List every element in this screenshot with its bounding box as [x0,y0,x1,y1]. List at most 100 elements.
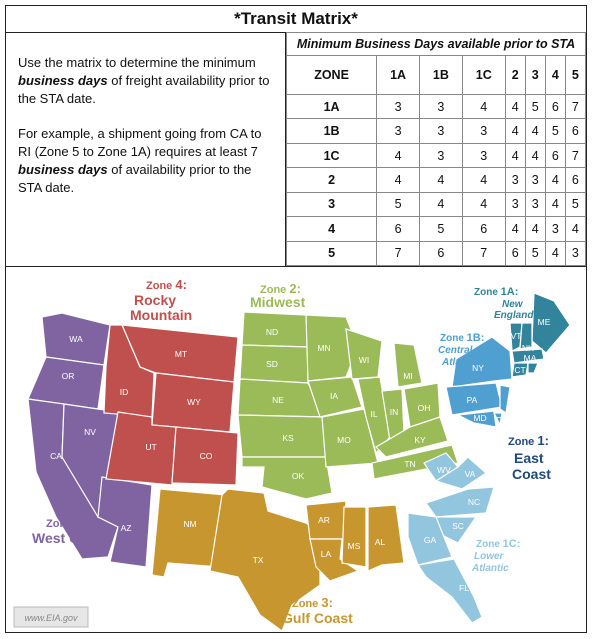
matrix-cell: 6 [376,216,420,242]
zone-1c-label: Zone 1C: Lower Atlantic [471,538,520,574]
matrix-row: 1A 3 3 4 4 5 6 7 [285,93,587,120]
zone-3-region [151,488,405,632]
matrix-cell: 5 [524,240,546,267]
zone-4-region [103,324,239,486]
matrix-cell: 4 [544,167,566,193]
matrix-col-header: 5 [564,55,587,95]
zone-1-label: Zone 1: East Coast [508,433,551,482]
matrix-cell: 4 [504,142,526,169]
matrix-cell: 6 [544,93,566,120]
svg-text:Coast: Coast [512,466,551,482]
state-label-nm: NM [183,519,196,529]
svg-text:Zone 1:: Zone 1: [508,433,549,448]
state-label-va: VA [465,469,476,479]
svg-text:Mountain: Mountain [130,307,192,323]
svg-text:Atlantic: Atlantic [471,563,509,574]
state-la [309,538,360,582]
state-label-az: AZ [121,523,132,533]
state-label-me: ME [538,317,551,327]
state-wa [41,312,111,366]
zone-2-region [237,311,459,500]
matrix-cell: 7 [564,142,587,169]
state-label-ne: NE [272,395,284,405]
instructions-paragraph-1: Use the matrix to determine the minimum … [18,55,270,106]
svg-text:Midwest: Midwest [250,294,306,310]
matrix-row-header: 4 [285,216,378,242]
matrix-row-header: 1B [285,118,378,144]
zone-4-label: Zone 4: Rocky Mountain [130,277,192,323]
state-label-in: IN [390,407,399,417]
svg-text:East: East [514,450,544,466]
matrix-col-header: 2 [504,55,526,95]
matrix-row-header: 1A [285,93,378,120]
matrix-cell: 4 [376,142,420,169]
state-label-fl: FL [459,583,469,593]
state-label-co: CO [200,451,213,461]
matrix-cell: 6 [564,167,587,193]
state-ma [511,348,545,364]
matrix-cell: 6 [418,240,463,267]
matrix-cell: 4 [524,216,546,242]
state-al [367,504,405,572]
svg-text:Atlantic: Atlantic [441,357,479,368]
matrix-row: 1B 3 3 3 4 4 5 6 [285,118,587,144]
state-label-ia: IA [330,391,338,401]
svg-text:New: New [502,299,524,310]
state-ri [527,362,539,374]
matrix-cell: 4 [504,216,526,242]
state-label-ut: UT [145,442,156,452]
matrix-col-header: 1B [418,55,463,95]
svg-text:Zone 1B:: Zone 1B: [440,332,484,344]
state-label-nc: NC [468,497,480,507]
matrix-cell: 6 [564,118,587,144]
matrix-cell: 4 [461,191,506,218]
eia-watermark: www.EIA.gov [13,606,89,628]
zone-1a-label: Zone 1A: New England [474,286,534,321]
transit-matrix-panel: *Transit Matrix* Use the matrix to deter… [5,5,587,633]
svg-text:Zone 1A:: Zone 1A: [474,286,518,298]
matrix-cell: 4 [504,118,526,144]
state-label-la: LA [321,549,332,559]
matrix-cell: 3 [418,93,463,120]
svg-text:Zone 2:: Zone 2: [260,281,301,296]
svg-text:Zone 1C:: Zone 1C: [476,538,520,550]
matrix-cell: 3 [461,118,506,144]
matrix-cell: 5 [376,191,420,218]
state-ia [307,376,363,418]
svg-text:Zone 5:: Zone 5: [46,515,87,530]
matrix-cell: 3 [504,167,526,193]
state-label-oh: OH [418,403,431,413]
state-ct [511,362,529,378]
svg-text:England: England [494,310,534,321]
state-nh [519,322,533,350]
state-label-nv: NV [84,427,96,437]
matrix-col-header: 4 [544,55,566,95]
matrix-cell: 6 [461,216,506,242]
state-az [97,476,153,568]
state-fl [416,558,483,624]
matrix-corner: ZONE [285,55,378,95]
matrix-cell: 3 [376,93,420,120]
matrix-row-header: 5 [285,240,378,267]
matrix-col-header: 1C [461,55,506,95]
state-label-ga: GA [424,535,437,545]
state-label-nd: ND [266,327,278,337]
matrix-cell: 4 [376,167,420,193]
zone-2-label: Zone 2: Midwest [250,281,306,310]
state-nj [499,384,511,415]
matrix-cell: 4 [461,167,506,193]
state-tx [209,488,321,632]
instructions-paragraph-2: For example, a shipment going from CA to… [18,126,262,195]
matrix-cell: 6 [544,142,566,169]
state-label-md: MD [473,413,486,423]
state-label-nh: NH [522,343,534,353]
matrix-row-header: 2 [285,167,378,193]
matrix-cell: 4 [461,93,506,120]
svg-text:Lower: Lower [474,551,505,562]
state-label-ct: CT [514,365,525,375]
svg-text:Zone 3:: Zone 3: [292,595,333,610]
matrix-cell: 7 [461,240,506,267]
state-label-al: AL [375,537,386,547]
